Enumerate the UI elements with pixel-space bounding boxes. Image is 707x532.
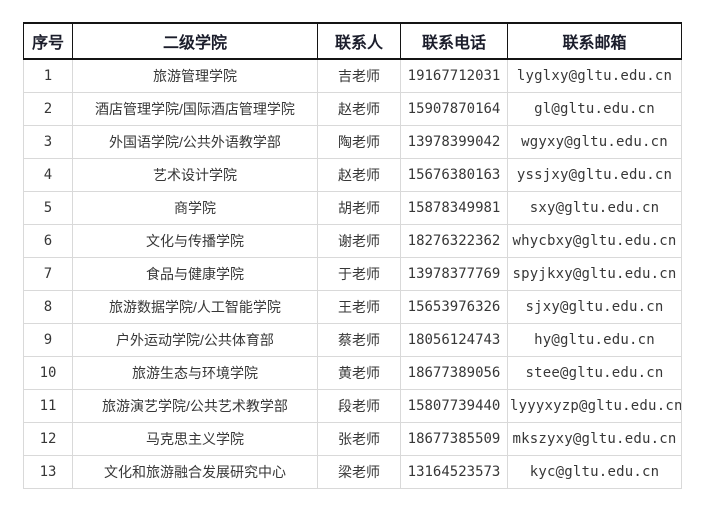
cell-email: lyglxy@gltu.edu.cn [507, 58, 682, 93]
cell-contact: 陶老师 [317, 125, 401, 159]
cell-email: mkszyxy@gltu.edu.cn [507, 422, 682, 456]
cell-contact: 吉老师 [317, 58, 401, 93]
cell-phone: 13978377769 [400, 257, 508, 291]
cell-contact: 梁老师 [317, 455, 401, 489]
cell-email: stee@gltu.edu.cn [507, 356, 682, 390]
cell-email: sjxy@gltu.edu.cn [507, 290, 682, 324]
cell-contact: 黄老师 [317, 356, 401, 390]
cell-college: 商学院 [72, 191, 318, 225]
table-row: 12 马克思主义学院 张老师 18677385509 mkszyxy@gltu.edu.… [23, 422, 682, 456]
cell-phone: 19167712031 [400, 58, 508, 93]
table-row: 9 户外运动学院/公共体育部 蔡老师 18056124743 hy@gltu.edu.c… [23, 323, 682, 357]
cell-college: 旅游数据学院/人工智能学院 [72, 290, 318, 324]
header-col-phone: 联系电话 [400, 22, 508, 60]
cell-phone: 15676380163 [400, 158, 508, 192]
cell-college: 旅游演艺学院/公共艺术教学部 [72, 389, 318, 423]
cell-college: 文化和旅游融合发展研究中心 [72, 455, 318, 489]
cell-email: sxy@gltu.edu.cn [507, 191, 682, 225]
cell-index: 1 [23, 58, 73, 93]
table-row: 11 旅游演艺学院/公共艺术教学部 段老师 15807739440 lyyyxyzp@g… [23, 389, 682, 423]
table-row: 13 文化和旅游融合发展研究中心 梁老师 13164523573 kyc@gltu.ed… [23, 455, 682, 489]
table-row: 1 旅游管理学院 吉老师 19167712031 lyglxy@gltu.edu.cn [23, 58, 682, 93]
cell-college: 文化与传播学院 [72, 224, 318, 258]
cell-email: lyyyxyzp@gltu.edu.cn [507, 389, 682, 423]
cell-email: wgyxy@gltu.edu.cn [507, 125, 682, 159]
table-row: 3 外国语学院/公共外语教学部 陶老师 13978399042 wgyxy@gltu.e… [23, 125, 682, 159]
cell-email: spyjkxy@gltu.edu.cn [507, 257, 682, 291]
table-row: 7 食品与健康学院 于老师 13978377769 spyjkxy@gltu.edu.c… [23, 257, 682, 291]
cell-phone: 18056124743 [400, 323, 508, 357]
table-row: 4 艺术设计学院 赵老师 15676380163 yssjxy@gltu.edu.cn [23, 158, 682, 192]
cell-index: 8 [23, 290, 73, 324]
cell-email: hy@gltu.edu.cn [507, 323, 682, 357]
cell-contact: 蔡老师 [317, 323, 401, 357]
table-row: 5 商学院 胡老师 15878349981 sxy@gltu.edu.cn [23, 191, 682, 225]
header-col-contact: 联系人 [317, 22, 401, 60]
cell-index: 10 [23, 356, 73, 390]
cell-phone: 18677389056 [400, 356, 508, 390]
cell-email: yssjxy@gltu.edu.cn [507, 158, 682, 192]
cell-contact: 王老师 [317, 290, 401, 324]
cell-phone: 18276322362 [400, 224, 508, 258]
contact-table: 序号 二级学院 联系人 联系电话 联系邮箱 1 旅游管理学院 吉老师 19167712… [23, 22, 682, 489]
cell-contact: 张老师 [317, 422, 401, 456]
table-row: 6 文化与传播学院 谢老师 18276322362 whycbxy@gltu.edu.c… [23, 224, 682, 258]
cell-phone: 15807739440 [400, 389, 508, 423]
cell-college: 食品与健康学院 [72, 257, 318, 291]
cell-college: 户外运动学院/公共体育部 [72, 323, 318, 357]
cell-contact: 赵老师 [317, 158, 401, 192]
cell-college: 外国语学院/公共外语教学部 [72, 125, 318, 159]
cell-email: kyc@gltu.edu.cn [507, 455, 682, 489]
table-row: 2 酒店管理学院/国际酒店管理学院 赵老师 15907870164 gl@gltu.ed… [23, 92, 682, 126]
table-body: 1 旅游管理学院 吉老师 19167712031 lyglxy@gltu.edu.cn 2… [23, 58, 682, 489]
cell-contact: 胡老师 [317, 191, 401, 225]
cell-phone: 18677385509 [400, 422, 508, 456]
cell-contact: 谢老师 [317, 224, 401, 258]
cell-index: 5 [23, 191, 73, 225]
cell-phone: 13978399042 [400, 125, 508, 159]
cell-phone: 15907870164 [400, 92, 508, 126]
cell-index: 12 [23, 422, 73, 456]
cell-email: whycbxy@gltu.edu.cn [507, 224, 682, 258]
cell-phone: 15653976326 [400, 290, 508, 324]
cell-phone: 13164523573 [400, 455, 508, 489]
header-col-index: 序号 [23, 22, 73, 60]
cell-index: 13 [23, 455, 73, 489]
header-col-email: 联系邮箱 [507, 22, 682, 60]
cell-index: 6 [23, 224, 73, 258]
cell-index: 4 [23, 158, 73, 192]
cell-college: 马克思主义学院 [72, 422, 318, 456]
cell-index: 7 [23, 257, 73, 291]
cell-contact: 赵老师 [317, 92, 401, 126]
header-row: 序号 二级学院 联系人 联系电话 联系邮箱 [23, 22, 682, 60]
cell-index: 9 [23, 323, 73, 357]
cell-college: 艺术设计学院 [72, 158, 318, 192]
cell-phone: 15878349981 [400, 191, 508, 225]
cell-index: 3 [23, 125, 73, 159]
cell-contact: 于老师 [317, 257, 401, 291]
header-col-college: 二级学院 [72, 22, 318, 60]
cell-contact: 段老师 [317, 389, 401, 423]
cell-college: 旅游生态与环境学院 [72, 356, 318, 390]
cell-college: 旅游管理学院 [72, 58, 318, 93]
cell-email: gl@gltu.edu.cn [507, 92, 682, 126]
cell-college: 酒店管理学院/国际酒店管理学院 [72, 92, 318, 126]
cell-index: 2 [23, 92, 73, 126]
table-row: 10 旅游生态与环境学院 黄老师 18677389056 stee@gltu.edu.c… [23, 356, 682, 390]
table-row: 8 旅游数据学院/人工智能学院 王老师 15653976326 sjxy@gltu.ed… [23, 290, 682, 324]
cell-index: 11 [23, 389, 73, 423]
